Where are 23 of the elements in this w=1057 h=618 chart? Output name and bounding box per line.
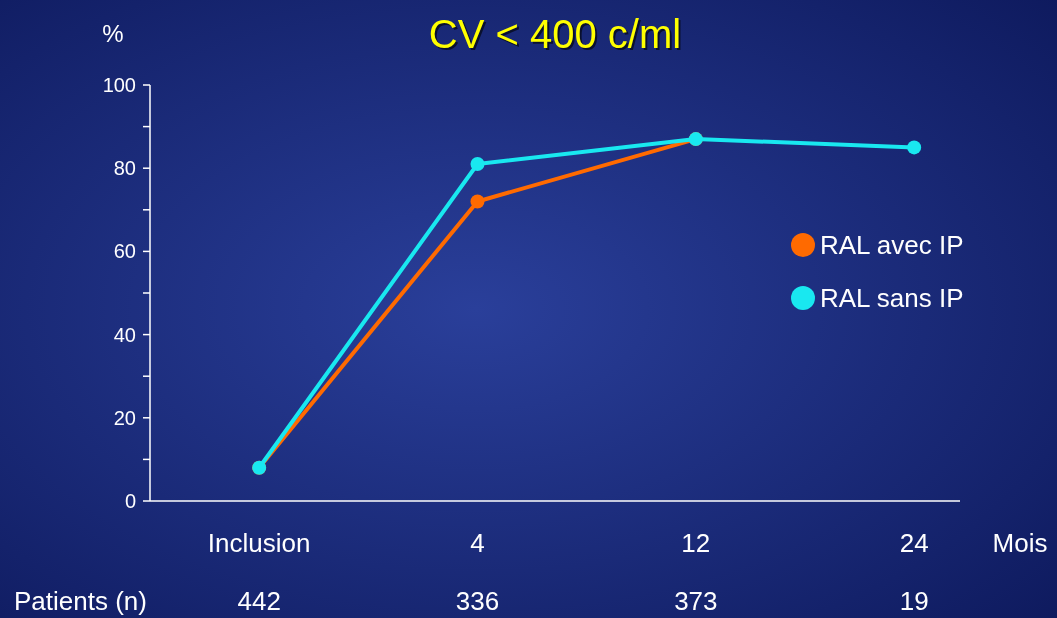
text: 373 xyxy=(674,586,718,616)
chart-title: CV < 400 c/ml xyxy=(430,14,684,58)
legend-label: RAL sans IP xyxy=(820,283,964,313)
y-tick-label: 100 xyxy=(102,74,136,96)
y-tick-label: 0 xyxy=(124,490,136,512)
y-tick-label: 80 xyxy=(113,157,136,180)
y-axis-title: % xyxy=(102,20,124,47)
x-tick-label: 4 xyxy=(470,528,485,558)
x-tick-label: Inclusion xyxy=(207,528,311,558)
text: Patients (n) xyxy=(14,586,147,616)
point xyxy=(907,140,922,155)
point xyxy=(470,194,485,209)
x-tick-label: 12 xyxy=(681,528,711,558)
text: 19 xyxy=(899,586,929,616)
y-tick-label: 60 xyxy=(113,240,136,263)
point xyxy=(470,157,485,172)
legend-label: RAL avec IP xyxy=(820,230,964,260)
x-tick-label: 24 xyxy=(899,528,929,558)
text: 442 xyxy=(237,586,281,616)
y-tick-label: 40 xyxy=(113,323,136,346)
x-axis-title: Mois xyxy=(992,528,1048,558)
text: 336 xyxy=(455,586,500,616)
y-tick-label: 20 xyxy=(113,406,136,429)
